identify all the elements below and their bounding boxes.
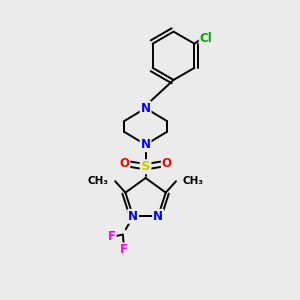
Text: O: O bbox=[162, 157, 172, 170]
Text: Cl: Cl bbox=[200, 32, 213, 45]
Text: CH₃: CH₃ bbox=[182, 176, 203, 186]
Text: N: N bbox=[141, 102, 151, 115]
Text: CH₃: CH₃ bbox=[88, 176, 109, 186]
Text: N: N bbox=[128, 210, 138, 223]
Text: N: N bbox=[153, 210, 163, 223]
Text: O: O bbox=[119, 157, 129, 170]
Text: N: N bbox=[141, 138, 151, 151]
Text: F: F bbox=[108, 230, 116, 243]
Text: F: F bbox=[120, 243, 128, 256]
Text: S: S bbox=[141, 160, 150, 173]
